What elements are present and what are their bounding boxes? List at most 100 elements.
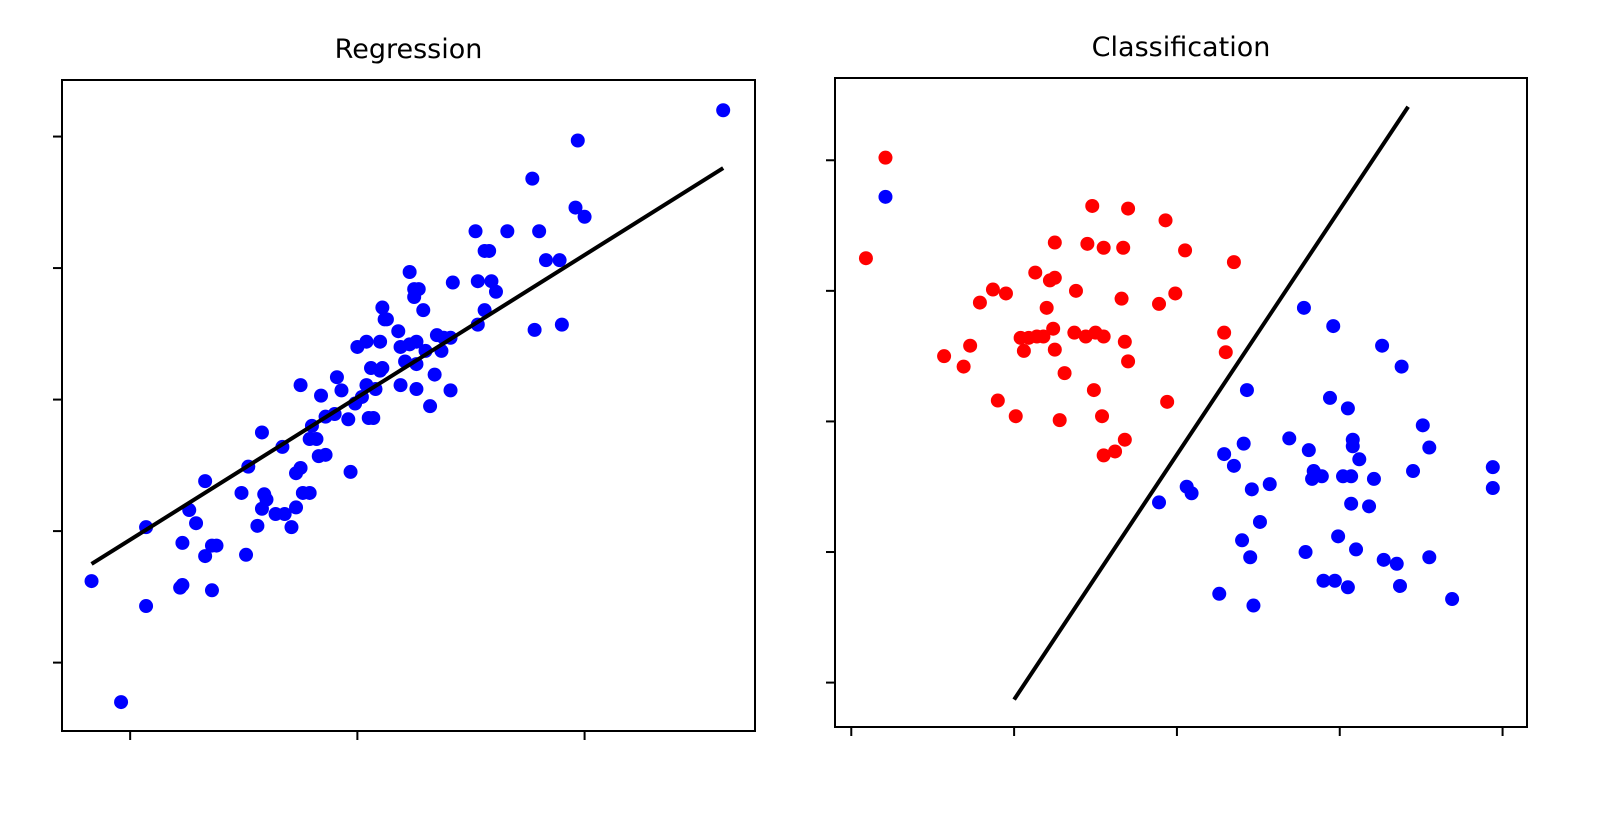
- data-point: [423, 399, 438, 414]
- axes-frame: [61, 79, 756, 732]
- red-point: [1095, 409, 1110, 424]
- data-point: [554, 317, 569, 332]
- blue-point: [1445, 592, 1460, 607]
- red-point: [1117, 334, 1132, 349]
- blue-point: [1327, 573, 1342, 588]
- data-point: [341, 412, 356, 427]
- blue-point: [1322, 390, 1337, 405]
- data-point: [416, 303, 431, 318]
- data-point: [239, 547, 254, 562]
- red-point: [858, 251, 873, 266]
- data-point: [373, 334, 388, 349]
- red-point: [1218, 345, 1233, 360]
- red-point: [1121, 201, 1136, 216]
- red-point: [1108, 444, 1123, 459]
- red-point: [1117, 432, 1132, 447]
- red-point: [963, 338, 978, 353]
- red-point: [1028, 265, 1043, 280]
- data-point: [409, 334, 424, 349]
- axes-frame: [834, 77, 1528, 728]
- red-point: [1114, 291, 1129, 306]
- red-point: [937, 349, 952, 364]
- blue-point: [1349, 542, 1364, 557]
- blue-point: [1422, 550, 1437, 565]
- blue-point: [1376, 552, 1391, 567]
- blue-point: [1314, 469, 1329, 484]
- blue-point: [1344, 469, 1359, 484]
- blue-point: [1301, 443, 1316, 458]
- red-point: [1152, 296, 1167, 311]
- red-point: [1016, 343, 1031, 358]
- data-point: [314, 388, 329, 403]
- red-point: [985, 282, 1000, 297]
- regression-line: [90, 166, 725, 566]
- blue-point: [1316, 573, 1331, 588]
- data-point: [411, 282, 426, 297]
- data-point: [402, 265, 417, 280]
- red-point: [1039, 300, 1054, 315]
- data-point: [293, 460, 308, 475]
- blue-point: [1366, 471, 1381, 486]
- blue-point: [1331, 529, 1346, 544]
- red-point: [1158, 213, 1173, 228]
- data-point: [343, 464, 358, 479]
- data-point: [527, 322, 542, 337]
- blue-point: [1235, 533, 1250, 548]
- blue-point: [1362, 499, 1377, 514]
- red-point: [1047, 342, 1062, 357]
- data-point: [175, 578, 190, 593]
- red-point: [1168, 286, 1183, 301]
- data-point: [198, 549, 213, 564]
- decision-boundary-line: [1012, 105, 1410, 701]
- blue-point: [1246, 598, 1261, 613]
- data-point: [250, 518, 265, 533]
- data-point: [198, 474, 213, 489]
- data-point: [329, 370, 344, 385]
- blue-point: [1217, 447, 1232, 462]
- blue-point: [1340, 580, 1355, 595]
- blue-point: [1326, 319, 1341, 334]
- data-point: [393, 378, 408, 393]
- data-point: [532, 224, 547, 239]
- blue-point: [1282, 431, 1297, 446]
- blue-point: [1415, 418, 1430, 433]
- red-point: [878, 150, 893, 165]
- data-point: [484, 274, 499, 289]
- data-point: [254, 425, 269, 440]
- red-point: [1086, 383, 1101, 398]
- red-point: [1008, 409, 1023, 424]
- data-point: [139, 599, 154, 614]
- blue-point: [1296, 300, 1311, 315]
- blue-point: [1152, 495, 1167, 510]
- blue-point: [1352, 452, 1367, 467]
- data-point: [293, 378, 308, 393]
- data-point: [277, 507, 292, 521]
- red-point: [1096, 448, 1111, 463]
- data-point: [318, 447, 333, 462]
- data-point: [284, 520, 299, 535]
- red-point: [1080, 236, 1095, 251]
- red-point: [1116, 240, 1131, 255]
- data-point: [445, 275, 460, 290]
- red-point: [1096, 329, 1111, 344]
- red-point: [1217, 325, 1232, 340]
- data-point: [409, 382, 424, 397]
- data-point: [482, 243, 497, 258]
- data-point: [189, 516, 204, 531]
- red-point: [1178, 243, 1193, 258]
- red-point: [990, 393, 1005, 408]
- data-point: [538, 253, 553, 268]
- data-point: [379, 312, 394, 327]
- data-point: [309, 432, 324, 447]
- blue-point: [1392, 578, 1407, 593]
- red-point: [1047, 235, 1062, 250]
- blue-point: [1212, 586, 1227, 601]
- data-point: [468, 224, 483, 239]
- blue-point: [1226, 458, 1241, 473]
- blue-point: [878, 189, 893, 204]
- blue-point: [1485, 460, 1500, 475]
- red-point: [998, 286, 1013, 301]
- data-point: [500, 224, 515, 239]
- blue-point: [1422, 440, 1437, 455]
- data-point: [334, 383, 349, 398]
